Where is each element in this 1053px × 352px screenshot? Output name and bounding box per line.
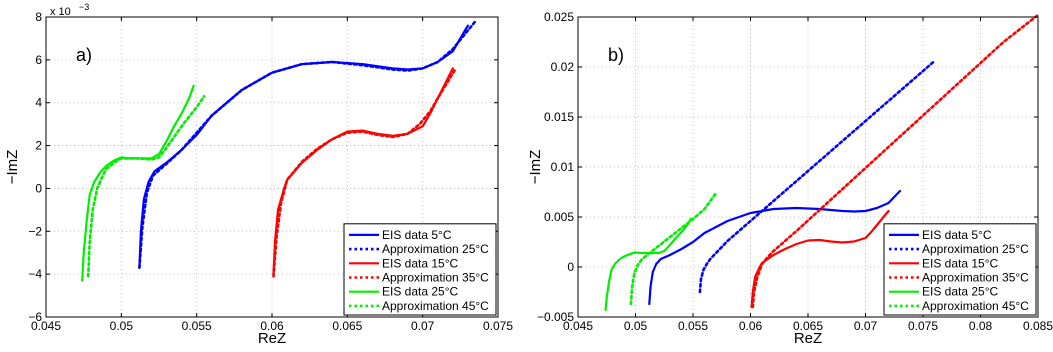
y-tick-label: −4 — [28, 267, 42, 281]
x-tick-label: 0.07 — [411, 319, 435, 333]
y-tick-label: 0.015 — [544, 110, 574, 124]
y-tick-label: 8 — [35, 10, 42, 24]
legend-box — [343, 223, 497, 316]
y-tick-label: 2 — [35, 139, 42, 153]
x-tick-label: 0.07 — [854, 319, 878, 333]
legend-entry-label: EIS data 25°C — [382, 285, 459, 299]
x-tick-label: 0.065 — [793, 319, 823, 333]
x-tick-label: 0.06 — [739, 319, 763, 333]
legend-entry-label: Approximation 45°C — [382, 299, 489, 313]
legend-entry-label: EIS data 25°C — [922, 285, 999, 299]
panel-label: a) — [76, 45, 92, 65]
legend-entry-label: EIS data 15°C — [922, 256, 999, 270]
x-tick-label: 0.075 — [908, 319, 938, 333]
legend-entry-label: Approximation 45°C — [922, 299, 1029, 313]
y-tick-label: 6 — [35, 53, 42, 67]
series-line-3 — [272, 67, 458, 278]
series-line-1 — [698, 59, 936, 294]
panel-label: b) — [608, 45, 624, 65]
y-exponent-label: x 10 — [50, 6, 71, 18]
series-line-0 — [648, 189, 902, 306]
x-tick-label: 0.06 — [260, 319, 284, 333]
x-tick-label: 0.05 — [110, 319, 134, 333]
legend-entry-label: Approximation 25°C — [382, 242, 489, 256]
x-tick-label: 0.085 — [1023, 319, 1053, 333]
y-tick-label: 0.02 — [551, 60, 575, 74]
x-tick-label: 0.08 — [969, 319, 993, 333]
y-tick-label: −0.005 — [537, 310, 574, 324]
legend-entry-label: EIS data 5°C — [922, 228, 992, 242]
y-tick-label: −2 — [28, 224, 42, 238]
x-tick-label: 0.055 — [182, 319, 212, 333]
chart-panel-a: 0.045 0.05 0.055 0.06 0.065 0.07 0.075 −6 −4 −2 0 2… — [4, 2, 513, 347]
y-tick-label: 4 — [35, 96, 42, 110]
x-axis-label: ReZ — [794, 330, 822, 347]
y-tick-label: 0 — [35, 181, 42, 195]
series-line-2 — [750, 209, 890, 309]
series-line-4 — [604, 217, 692, 312]
x-axis-label: ReZ — [258, 330, 286, 347]
y-tick-label: 0.01 — [551, 160, 575, 174]
y-tick-label: −6 — [28, 310, 42, 324]
legend-entry-label: Approximation 25°C — [922, 242, 1029, 256]
legend-entry-label: EIS data 5°C — [382, 228, 452, 242]
legend-entry-label: EIS data 15°C — [382, 256, 459, 270]
x-tick-label: 0.055 — [678, 319, 708, 333]
y-tick-label: 0 — [567, 260, 574, 274]
legend-entry-label: Approximation 35°C — [922, 271, 1029, 285]
legend-box — [883, 223, 1037, 316]
y-tick-label: 0.025 — [544, 10, 574, 24]
series-line-5 — [86, 95, 206, 278]
chart-panel-b: 0.045 0.05 0.055 0.06 0.065 0.07 0.075 0.08 0.08… — [527, 10, 1053, 347]
series-line-3 — [751, 13, 1040, 309]
x-tick-label: 0.065 — [332, 319, 362, 333]
x-tick-label: 0.045 — [563, 319, 593, 333]
y-axis-label: −ImZ — [527, 150, 544, 185]
series-line-1 — [138, 19, 477, 270]
x-tick-label: 0.05 — [624, 319, 648, 333]
series-line-5 — [629, 191, 718, 306]
x-tick-label: 0.075 — [483, 319, 513, 333]
y-axis-label: −ImZ — [4, 150, 21, 185]
y-exponent-power: −3 — [79, 2, 89, 12]
y-tick-label: 0.005 — [544, 210, 574, 224]
legend-entry-label: Approximation 35°C — [382, 271, 489, 285]
x-tick-label: 0.045 — [31, 319, 61, 333]
